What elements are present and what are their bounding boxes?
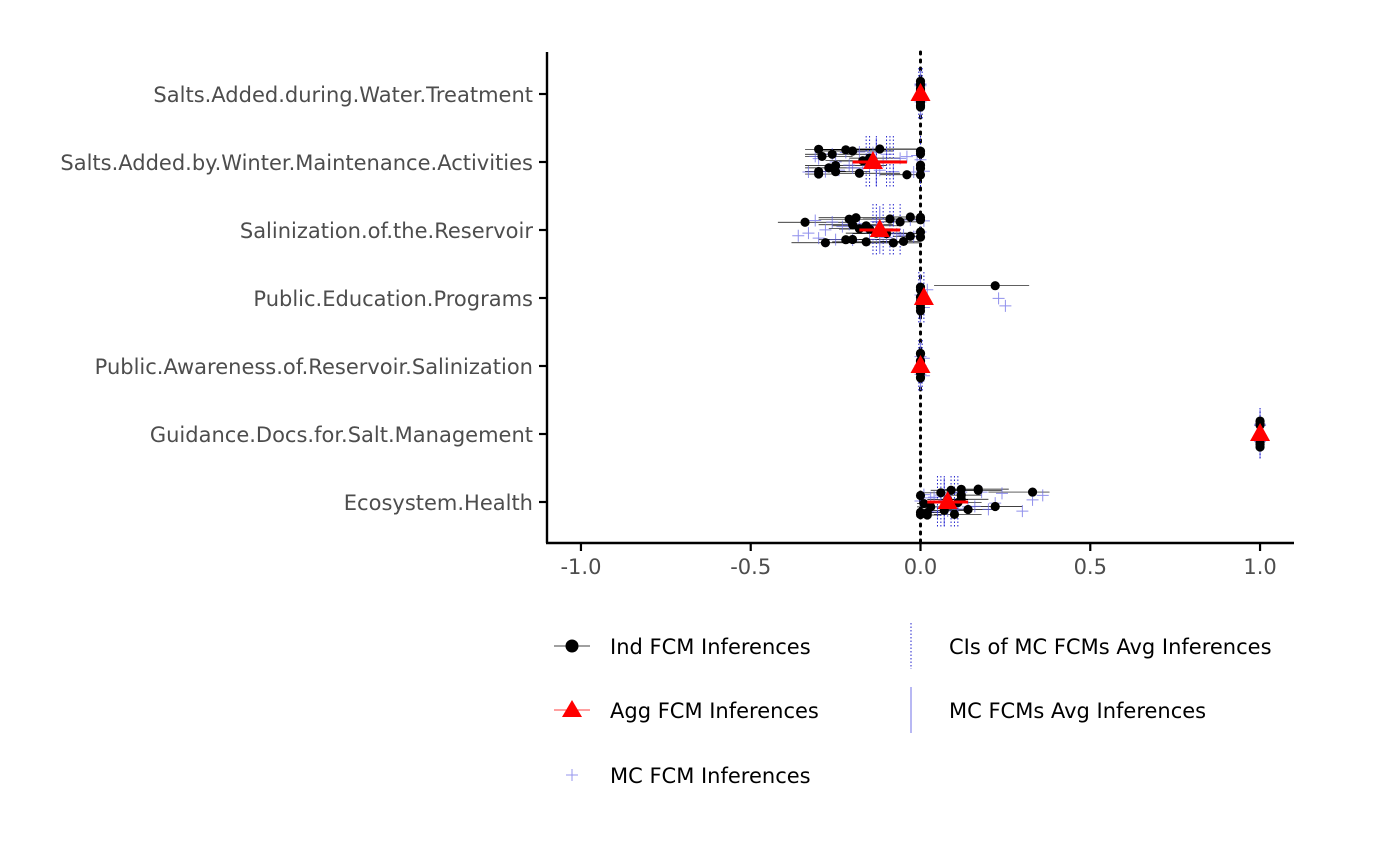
- category-labels: Salts.Added.during.Water.Treatment Salts.…: [60, 83, 547, 515]
- ind-point: [827, 149, 837, 159]
- ind-point: [817, 151, 827, 162]
- mc-point: [843, 159, 856, 172]
- agg-point: [937, 491, 958, 509]
- ind-point: [915, 348, 926, 358]
- category-label: Guidance.Docs.for.Salt.Management: [150, 423, 533, 447]
- mc-point: [792, 229, 805, 242]
- ind-point: [919, 499, 929, 509]
- ind-point: [888, 238, 898, 248]
- ind-point: [885, 214, 895, 224]
- category-label: Salinization.of.the.Reservoir: [240, 219, 534, 243]
- mc-points: [792, 78, 1267, 518]
- mc-point: [1016, 505, 1029, 518]
- ind-point: [841, 145, 851, 155]
- ind-ci-lines: [777, 148, 1050, 516]
- agg-point: [910, 83, 931, 101]
- ind-point: [851, 213, 861, 223]
- ind-point: [922, 510, 932, 520]
- x-tick-label: -1.0: [560, 555, 601, 579]
- mc-avg-lines: [875, 70, 1261, 526]
- ind-point: [946, 485, 956, 495]
- category-label: Public.Awareness.of.Reservoir.Salinizati…: [95, 355, 533, 379]
- legend-label: CIs of MC FCMs Avg Inferences: [949, 635, 1272, 659]
- ind-point: [841, 235, 851, 245]
- legend-agg-point: [562, 700, 582, 717]
- ind-point: [1255, 439, 1265, 449]
- ind-point: [905, 212, 915, 222]
- mc-point: [836, 220, 849, 233]
- mc-point: [819, 223, 832, 236]
- mc-point: [802, 165, 815, 178]
- category-label: Ecosystem.Health: [344, 491, 533, 515]
- ind-point: [915, 76, 926, 86]
- ind-point: [854, 168, 864, 178]
- ind-point: [949, 509, 960, 520]
- ind-point: [956, 484, 966, 494]
- ind-point: [847, 220, 858, 230]
- agg-point: [913, 287, 934, 305]
- mc-point: [999, 299, 1012, 312]
- legend-ind-point: [565, 639, 579, 653]
- mc-point: [992, 292, 1005, 305]
- ind-point: [915, 215, 926, 225]
- ind-point: [820, 238, 831, 248]
- legend-mc-point: [566, 769, 578, 781]
- legend: Ind FCM Inferences Agg FCM Inferences MC F…: [554, 623, 1272, 788]
- ind-point: [1255, 416, 1265, 426]
- ind-point: [814, 144, 824, 154]
- mc-point: [826, 215, 839, 228]
- mc-point: [1036, 489, 1049, 502]
- mc-point: [846, 161, 859, 174]
- agg-point: [910, 355, 931, 373]
- x-tick-label: 0.5: [1074, 555, 1107, 579]
- agg-point: [862, 151, 883, 169]
- ind-point: [915, 227, 926, 237]
- agg-point: [1250, 423, 1271, 441]
- category-label: Salts.Added.during.Water.Treatment: [153, 83, 533, 107]
- mc-point: [829, 233, 842, 246]
- mc-point: [809, 214, 822, 227]
- ind-point: [1027, 487, 1038, 497]
- ind-point: [814, 166, 824, 177]
- x-tick-label: -0.5: [730, 555, 771, 579]
- legend-label: MC FCMs Avg Inferences: [949, 699, 1206, 723]
- ind-point: [875, 144, 885, 154]
- x-tick-label: 1.0: [1243, 555, 1276, 579]
- ind-point: [915, 170, 926, 180]
- ind-points: [800, 76, 1265, 520]
- category-label: Public.Education.Programs: [253, 287, 533, 311]
- agg-point: [869, 219, 890, 237]
- ind-point: [831, 167, 841, 177]
- mc-point: [802, 227, 815, 240]
- ind-point: [936, 488, 946, 498]
- ind-point: [915, 146, 926, 156]
- legend-label: Ind FCM Inferences: [610, 635, 811, 659]
- mc-point: [812, 232, 825, 245]
- ind-point: [990, 281, 1000, 291]
- ind-point: [915, 101, 926, 111]
- agg-points: [862, 83, 1271, 509]
- legend-label: MC FCM Inferences: [610, 764, 811, 788]
- ind-point: [800, 217, 810, 227]
- ind-point: [902, 170, 912, 180]
- category-label: Salts.Added.by.Winter.Maintenance.Activi…: [60, 151, 533, 175]
- legend-label: Agg FCM Inferences: [610, 699, 819, 723]
- ind-point: [895, 217, 905, 227]
- ind-point: [861, 237, 871, 247]
- ind-point: [847, 146, 858, 156]
- ind-point: [915, 163, 926, 173]
- ind-point: [990, 501, 1000, 512]
- ind-point: [861, 221, 871, 231]
- ind-point: [847, 234, 858, 245]
- x-ticks: -1.0 -0.5 0.0 0.5 1.0: [560, 543, 1277, 579]
- ind-point: [905, 231, 915, 241]
- ind-point: [963, 504, 973, 515]
- x-tick-label: 0.0: [904, 555, 937, 579]
- ind-point: [973, 484, 983, 494]
- ind-point: [898, 236, 909, 247]
- ind-point: [915, 490, 926, 501]
- ind-point: [915, 306, 926, 316]
- mc-point: [995, 487, 1008, 500]
